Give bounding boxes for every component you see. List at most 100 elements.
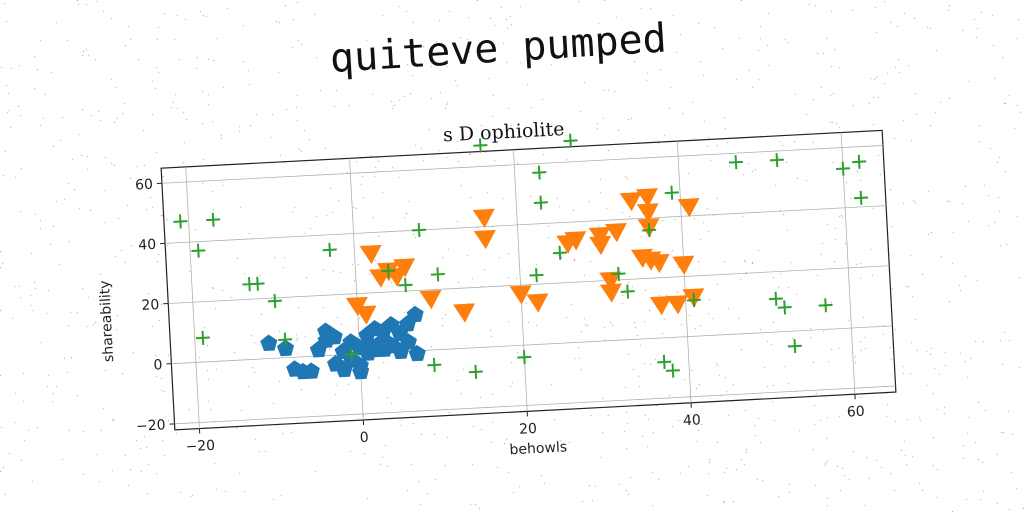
- series-layer: [173, 133, 869, 380]
- data-point-plus: [657, 354, 672, 370]
- chart-title: s D ophiolite: [443, 118, 565, 146]
- y-grid-line: [161, 145, 883, 184]
- y-tick-label: 0: [153, 357, 163, 373]
- data-point-plus: [853, 190, 869, 205]
- y-grid-line: [171, 325, 893, 365]
- data-point-triangle: [599, 271, 622, 291]
- y-tick-label: 20: [141, 297, 160, 314]
- data-point-plus: [398, 278, 413, 293]
- data-point-plus: [250, 276, 265, 291]
- series-pentagon: [260, 305, 426, 380]
- data-point-triangle: [473, 229, 496, 250]
- data-point-plus: [412, 223, 427, 238]
- x-axis-label: behowls: [509, 439, 567, 458]
- data-point-triangle: [604, 222, 627, 243]
- axes-frame: [160, 129, 897, 431]
- x-grid-line: [349, 158, 364, 420]
- data-point-plus: [769, 153, 784, 168]
- data-point-triangle: [509, 285, 532, 305]
- data-point-triangle: [647, 253, 670, 274]
- data-point-triangle: [393, 258, 416, 278]
- axis-ticks: −20 0 20 40 60 −20 0 20 40 60: [135, 177, 866, 456]
- data-point-triangle: [635, 188, 658, 208]
- data-point-plus: [768, 291, 784, 306]
- data-point-plus: [664, 185, 679, 200]
- data-point-pentagon: [406, 305, 424, 323]
- data-point-plus: [529, 268, 544, 283]
- y-tick-label: −20: [136, 417, 166, 435]
- data-point-plus: [787, 339, 802, 354]
- y-grid-line: [174, 385, 896, 425]
- grid-lines: [161, 132, 896, 429]
- data-point-pentagon: [276, 339, 294, 357]
- x-tick-label: 60: [847, 404, 866, 421]
- y-grid-line: [168, 265, 890, 304]
- data-point-plus: [468, 364, 483, 379]
- x-tick-label: 20: [519, 421, 538, 438]
- x-tick-label: 40: [683, 412, 702, 429]
- data-point-triangle: [672, 255, 695, 275]
- plot-area: −20 0 20 40 60 −20 0 20 40 60 s D ophiolite behow…: [97, 118, 897, 458]
- x-tick-label: −20: [185, 438, 215, 456]
- data-point-pentagon: [335, 360, 353, 378]
- data-point-plus: [686, 293, 701, 308]
- data-point-pentagon: [260, 334, 278, 352]
- data-point-plus: [642, 223, 657, 238]
- data-point-triangle: [589, 235, 612, 256]
- data-point-plus: [777, 300, 792, 315]
- data-point-triangle: [453, 303, 476, 323]
- data-point-plus: [278, 332, 293, 347]
- data-point-plus: [552, 245, 567, 260]
- x-grid-line: [185, 166, 200, 429]
- data-point-plus: [818, 298, 833, 313]
- data-point-plus: [517, 350, 532, 365]
- data-point-plus: [620, 284, 635, 299]
- data-point-triangle: [649, 296, 672, 316]
- data-point-triangle: [677, 198, 700, 218]
- data-point-plus: [191, 243, 206, 258]
- data-point-plus: [852, 154, 867, 169]
- data-point-plus: [430, 267, 445, 282]
- data-point-pentagon: [302, 362, 320, 379]
- data-point-plus: [173, 214, 188, 229]
- data-point-triangle: [526, 293, 549, 313]
- y-tick-label: 40: [138, 237, 157, 254]
- data-point-triangle: [564, 231, 587, 251]
- series-triangle-down: [345, 188, 705, 325]
- data-point-triangle: [359, 244, 382, 265]
- data-point-plus: [195, 330, 210, 345]
- data-point-triangle: [636, 203, 659, 223]
- x-grid-line: [840, 132, 856, 395]
- data-point-triangle: [419, 289, 442, 310]
- data-point-triangle: [619, 192, 642, 212]
- y-axis-label: shareability: [97, 280, 117, 362]
- data-point-triangle: [472, 208, 495, 229]
- data-point-pentagon: [325, 328, 343, 345]
- x-grid-line: [513, 149, 528, 412]
- data-point-plus: [665, 363, 680, 378]
- data-point-plus: [532, 165, 547, 180]
- data-point-plus: [267, 293, 282, 308]
- data-point-plus: [728, 155, 743, 170]
- data-point-plus: [563, 133, 578, 148]
- data-point-plus: [344, 347, 359, 362]
- data-point-plus: [836, 161, 851, 176]
- data-point-plus: [611, 266, 626, 281]
- data-point-pentagon: [399, 333, 417, 350]
- data-point-triangle: [666, 295, 689, 315]
- data-point-triangle: [354, 305, 377, 325]
- data-point-plus: [533, 195, 548, 210]
- x-tick-label: 0: [359, 430, 369, 446]
- data-point-plus: [206, 212, 221, 227]
- data-point-pentagon: [352, 362, 370, 380]
- data-point-plus: [381, 263, 396, 278]
- y-grid-line: [165, 205, 887, 244]
- y-tick-label: 60: [135, 177, 154, 194]
- series-plus: [173, 133, 869, 379]
- data-point-plus: [427, 357, 442, 373]
- data-point-triangle: [599, 283, 622, 303]
- data-point-plus: [322, 242, 337, 257]
- data-point-plus: [473, 138, 488, 153]
